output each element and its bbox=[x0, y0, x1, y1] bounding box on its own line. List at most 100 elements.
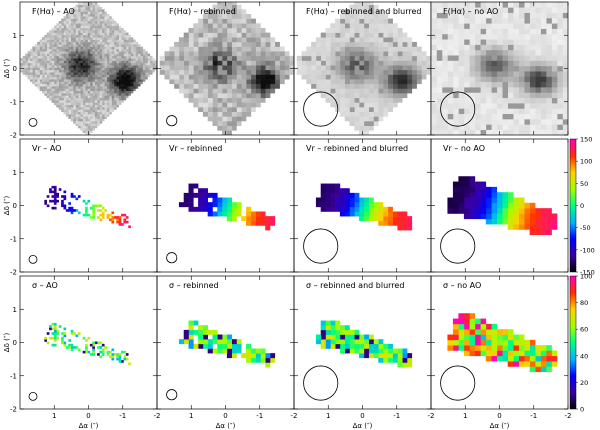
pixel bbox=[529, 350, 536, 357]
pixel bbox=[546, 103, 552, 109]
pixel bbox=[231, 4, 237, 10]
pixel bbox=[463, 55, 470, 61]
pixel bbox=[529, 355, 536, 362]
pixel bbox=[85, 18, 88, 22]
pixel bbox=[568, 29, 574, 35]
pixel bbox=[118, 58, 122, 61]
pixel bbox=[183, 202, 189, 208]
pixel bbox=[325, 197, 331, 203]
pixel bbox=[193, 192, 199, 198]
pixel bbox=[80, 9, 83, 12]
pixel bbox=[402, 220, 408, 226]
pixel bbox=[70, 32, 74, 36]
pixel bbox=[104, 102, 107, 106]
pixel bbox=[87, 93, 91, 96]
pixel bbox=[89, 4, 93, 8]
pixel bbox=[383, 32, 389, 38]
pixel bbox=[474, 124, 481, 130]
pixel bbox=[562, 81, 568, 88]
pixel bbox=[392, 83, 398, 89]
pixel bbox=[169, 65, 175, 71]
pixel bbox=[212, 60, 218, 66]
pixel bbox=[99, 58, 103, 61]
pixel bbox=[397, 41, 403, 47]
pixel bbox=[392, 211, 398, 217]
pixel bbox=[513, 218, 519, 225]
pixel bbox=[344, 192, 350, 198]
pixel bbox=[529, 339, 536, 346]
pixel bbox=[128, 37, 131, 40]
pixel bbox=[359, 121, 365, 126]
pixel bbox=[368, 339, 374, 345]
pixel bbox=[188, 202, 194, 208]
pixel bbox=[73, 44, 76, 47]
pixel bbox=[217, 202, 223, 208]
pixel bbox=[188, 88, 194, 94]
pixel bbox=[92, 211, 95, 215]
pixel bbox=[546, 81, 552, 88]
pixel bbox=[397, 362, 403, 368]
pixel bbox=[68, 88, 71, 92]
x-tick-label: -1 bbox=[393, 412, 400, 420]
pixel bbox=[426, 55, 431, 61]
pixel bbox=[58, 53, 62, 57]
pixel bbox=[546, 44, 552, 51]
pixel bbox=[411, 41, 417, 47]
pixel bbox=[491, 103, 498, 109]
pixel bbox=[535, 92, 541, 99]
pixel bbox=[65, 16, 69, 19]
pixel bbox=[513, 65, 519, 72]
pixel bbox=[99, 37, 103, 40]
pixel bbox=[397, 211, 403, 217]
pixel bbox=[75, 23, 79, 26]
pixel bbox=[513, 361, 519, 367]
pixel bbox=[485, 33, 492, 40]
pixel bbox=[68, 69, 71, 73]
pixel bbox=[44, 86, 48, 89]
pixel bbox=[378, 32, 384, 38]
pixel bbox=[502, 202, 509, 209]
pixel bbox=[101, 353, 105, 356]
pixel bbox=[255, 60, 261, 66]
pixel bbox=[99, 97, 103, 101]
pixel bbox=[104, 72, 107, 75]
pixel bbox=[463, 345, 470, 351]
pixel bbox=[75, 51, 79, 54]
pixel bbox=[474, 329, 481, 335]
pixel bbox=[101, 62, 105, 66]
pixel bbox=[63, 16, 67, 19]
pixel bbox=[61, 107, 64, 110]
pixel bbox=[29, 48, 33, 52]
pixel bbox=[354, 97, 360, 103]
pixel bbox=[436, 28, 443, 35]
pixel bbox=[94, 20, 98, 24]
pixel bbox=[65, 346, 69, 349]
pixel bbox=[92, 20, 95, 24]
pixel bbox=[68, 206, 71, 210]
pixel bbox=[250, 41, 256, 47]
pixel bbox=[315, 339, 322, 345]
pixel bbox=[246, 93, 252, 99]
pixel bbox=[491, 345, 498, 351]
pixel bbox=[56, 34, 60, 38]
pixel bbox=[193, 93, 199, 99]
pixel bbox=[535, 366, 541, 373]
pixel bbox=[546, 60, 552, 67]
pixel bbox=[22, 65, 26, 68]
pixel bbox=[106, 20, 110, 24]
pixel bbox=[56, 81, 60, 85]
pixel bbox=[123, 69, 127, 73]
pixel bbox=[65, 46, 69, 50]
pixel bbox=[260, 348, 266, 354]
pixel bbox=[507, 17, 514, 24]
pixel bbox=[34, 83, 38, 87]
pixel bbox=[330, 343, 336, 349]
pixel bbox=[99, 9, 103, 12]
pixel bbox=[164, 55, 170, 61]
pixel bbox=[330, 65, 336, 71]
pixel bbox=[226, 51, 232, 57]
pixel bbox=[89, 16, 93, 19]
pixel bbox=[474, 28, 481, 35]
pixel bbox=[113, 58, 117, 61]
pixel bbox=[557, 12, 563, 19]
